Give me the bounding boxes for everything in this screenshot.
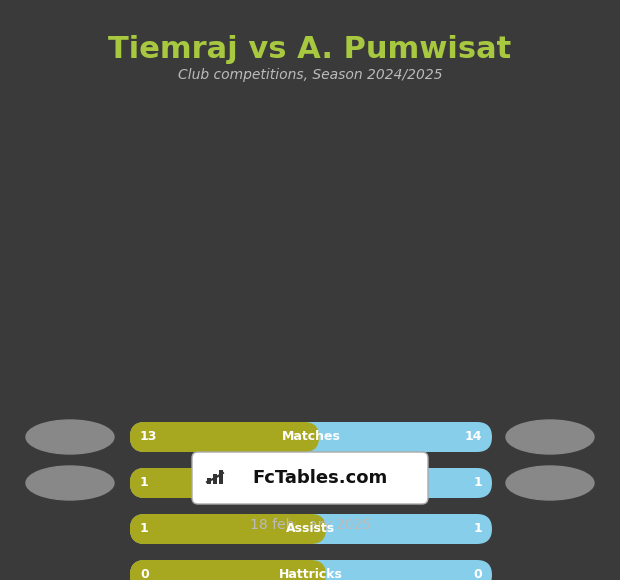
Bar [296,514,311,544]
Ellipse shape [26,466,114,500]
Text: 18 february 2025: 18 february 2025 [249,518,371,532]
Bar [213,474,217,484]
Text: Club competitions, Season 2024/2025: Club competitions, Season 2024/2025 [178,68,442,82]
Ellipse shape [506,420,594,454]
FancyBboxPatch shape [130,422,304,452]
FancyBboxPatch shape [130,514,492,544]
FancyBboxPatch shape [130,468,326,498]
Text: 14: 14 [464,430,482,444]
FancyBboxPatch shape [130,422,492,452]
FancyBboxPatch shape [130,468,492,498]
Ellipse shape [26,420,114,454]
Text: 13: 13 [140,430,157,444]
Text: Matches: Matches [281,430,340,444]
FancyBboxPatch shape [192,452,428,504]
FancyBboxPatch shape [130,514,311,544]
Text: 1: 1 [140,477,149,490]
FancyBboxPatch shape [130,560,326,580]
Text: Assists: Assists [286,523,335,535]
Bar [207,478,211,484]
FancyBboxPatch shape [130,560,492,580]
FancyBboxPatch shape [130,560,311,580]
Bar [289,422,304,452]
Text: 0: 0 [140,568,149,580]
Text: 1: 1 [140,523,149,535]
Text: FcTables.com: FcTables.com [252,469,388,487]
Bar [296,468,311,498]
FancyBboxPatch shape [130,468,311,498]
FancyBboxPatch shape [130,422,319,452]
Bar [219,470,223,484]
Text: 0: 0 [473,568,482,580]
Text: 1: 1 [473,523,482,535]
Text: Tiemraj vs A. Pumwisat: Tiemraj vs A. Pumwisat [108,35,511,64]
Text: Hattricks: Hattricks [279,568,343,580]
Text: 1: 1 [473,477,482,490]
Bar [296,560,311,580]
Text: Goals: Goals [291,477,330,490]
Ellipse shape [506,466,594,500]
FancyBboxPatch shape [130,514,326,544]
